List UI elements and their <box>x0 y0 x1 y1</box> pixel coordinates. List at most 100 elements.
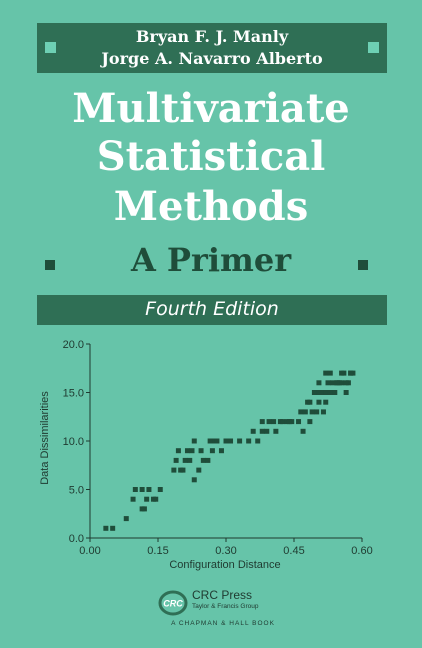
data-point <box>214 438 220 444</box>
data-point <box>316 380 322 386</box>
data-point <box>141 506 147 512</box>
data-point <box>184 448 190 454</box>
data-point <box>191 477 197 483</box>
publisher-group: Taylor & Francis Group <box>192 603 259 610</box>
data-point <box>259 428 265 434</box>
data-point <box>103 525 109 531</box>
data-point <box>255 438 261 444</box>
x-tick-label: 0.45 <box>283 545 304 557</box>
data-point <box>246 438 252 444</box>
data-point <box>157 487 163 492</box>
book-title-line: Methods <box>113 183 309 230</box>
data-point <box>332 390 338 395</box>
publisher-name: CRC Press <box>192 588 253 602</box>
data-point <box>223 438 229 444</box>
publisher-block: CRC CRC Press Taylor & Francis Group A C… <box>158 588 298 634</box>
decorative-square <box>45 42 56 53</box>
author-name: Jorge A. Navarro Alberto <box>101 49 323 68</box>
decorative-square <box>358 260 368 270</box>
x-tick-label: 0.15 <box>147 545 168 557</box>
x-axis-label: Configuration Distance <box>169 559 280 571</box>
data-point <box>348 370 354 376</box>
data-point <box>300 428 306 434</box>
data-point <box>298 409 304 415</box>
data-point <box>330 380 336 386</box>
edition-label: Fourth Edition <box>145 298 279 320</box>
data-point <box>209 448 215 454</box>
data-point <box>325 380 331 386</box>
data-point <box>205 457 211 463</box>
data-point <box>271 419 277 425</box>
crc-press-logo: CRC <box>158 590 188 616</box>
data-point <box>191 438 197 444</box>
book-title-line: Multivariate <box>72 85 350 132</box>
data-point <box>200 457 206 463</box>
data-point <box>280 419 286 425</box>
data-point <box>171 467 177 473</box>
data-point <box>259 419 265 425</box>
data-point <box>314 409 320 415</box>
y-axis-label: Data Dissimilarities <box>39 391 51 485</box>
data-point <box>343 390 349 395</box>
y-tick-label: 5.0 <box>69 485 84 497</box>
data-point <box>339 380 345 386</box>
data-point <box>286 419 292 425</box>
data-point <box>302 409 308 415</box>
data-point <box>327 390 333 395</box>
data-point <box>334 380 340 386</box>
data-point <box>296 419 302 425</box>
publisher-imprint: A CHAPMAN & HALL BOOK <box>171 620 275 627</box>
data-point <box>153 496 159 502</box>
book-subtitle: A Primer <box>130 241 292 279</box>
data-point <box>323 399 329 405</box>
data-point <box>180 467 186 473</box>
y-tick-label: 15.0 <box>63 388 84 400</box>
y-tick-label: 10.0 <box>63 436 84 448</box>
data-point <box>307 419 313 425</box>
data-point <box>264 428 270 434</box>
decorative-square <box>368 42 379 53</box>
data-point <box>196 467 202 473</box>
x-tick-label: 0.60 <box>351 545 372 557</box>
data-point <box>123 516 129 522</box>
data-point <box>110 525 116 531</box>
data-point <box>182 457 188 463</box>
data-point <box>139 487 145 492</box>
data-point <box>309 409 315 415</box>
data-point <box>132 487 138 492</box>
scatter-chart: 0.00 0.15 0.30 0.45 0.60 0.0 5.0 10.0 15.0 20.0 C… <box>39 339 373 571</box>
data-point <box>323 390 329 395</box>
data-point <box>189 448 195 454</box>
author-name: Bryan F. J. Manly <box>135 27 289 46</box>
data-point <box>316 399 322 405</box>
data-point <box>175 448 181 454</box>
data-point <box>187 457 193 463</box>
data-point <box>307 399 313 405</box>
x-tick-label: 0.00 <box>79 545 100 557</box>
data-point <box>228 438 234 444</box>
data-point <box>266 419 272 425</box>
data-point <box>339 370 345 376</box>
data-point <box>173 457 179 463</box>
data-point <box>316 390 322 395</box>
authors-band: Bryan F. J. Manly Jorge A. Navarro Alber… <box>37 23 387 73</box>
data-point <box>130 496 136 502</box>
x-tick-label: 0.30 <box>215 545 236 557</box>
edition-band: Fourth Edition <box>37 295 387 325</box>
data-point <box>343 380 349 386</box>
book-title-line: Statistical <box>96 133 326 180</box>
data-point <box>311 390 317 395</box>
data-point <box>146 487 152 492</box>
data-point <box>250 428 256 434</box>
data-point <box>323 370 329 376</box>
data-point <box>327 370 333 376</box>
svg-text:CRC: CRC <box>163 599 183 609</box>
data-point <box>144 496 150 502</box>
data-point <box>218 448 224 454</box>
data-point <box>320 409 326 415</box>
data-point <box>237 438 243 444</box>
decorative-square <box>45 260 55 270</box>
y-tick-label: 0.0 <box>69 533 84 545</box>
data-point <box>207 438 213 444</box>
data-point <box>198 448 204 454</box>
